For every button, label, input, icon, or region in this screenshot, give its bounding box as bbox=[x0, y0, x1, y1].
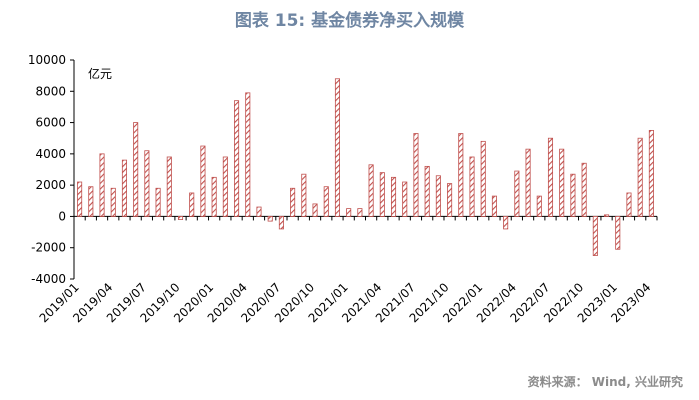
bar-2021-02 bbox=[357, 208, 363, 217]
bar-2022-08 bbox=[559, 148, 565, 217]
bar-2019-02 bbox=[88, 186, 94, 217]
y-axis: -4000 -2000 0 2000 4000 6000 8000 10000 bbox=[28, 53, 75, 286]
bar-2019-08 bbox=[155, 187, 161, 217]
bar-2020-04 bbox=[245, 92, 251, 217]
bar-2020-01 bbox=[211, 176, 217, 217]
bar-2019-05 bbox=[121, 159, 127, 217]
bar-2020-10 bbox=[312, 203, 318, 217]
bar-2019-07 bbox=[144, 150, 150, 217]
bar-2021-01 bbox=[346, 208, 352, 217]
unit-label: 亿元 bbox=[88, 66, 112, 81]
y-tick-label: 0 bbox=[58, 209, 66, 223]
y-tick-label: 10000 bbox=[28, 53, 66, 67]
bar-2019-06 bbox=[133, 122, 139, 217]
bar-2021-07 bbox=[413, 133, 419, 217]
bar-2023-01 bbox=[615, 216, 621, 250]
bar-2021-09 bbox=[435, 175, 441, 217]
bar-2019-04 bbox=[110, 187, 116, 217]
bar-2020-06 bbox=[267, 216, 273, 222]
bar-2023-04 bbox=[648, 129, 654, 217]
bar-2022-11 bbox=[592, 216, 598, 256]
bar-2021-05 bbox=[390, 176, 397, 217]
bar-2021-10 bbox=[447, 183, 453, 217]
bar-2022-02 bbox=[491, 195, 497, 217]
bar-2021-06 bbox=[402, 181, 408, 217]
chart-title: 图表 15: 基金债券净买入规模 bbox=[234, 11, 465, 31]
bar-2020-12 bbox=[334, 78, 341, 217]
bar-2019-10 bbox=[177, 216, 184, 220]
bar-2021-04 bbox=[379, 172, 385, 217]
bar-2021-08 bbox=[424, 165, 430, 217]
bar-2020-08 bbox=[290, 187, 296, 217]
bar-series bbox=[77, 78, 654, 256]
bar-2021-11 bbox=[458, 133, 464, 217]
y-tick-label: 6000 bbox=[35, 116, 66, 130]
y-tick-label: 8000 bbox=[35, 84, 66, 98]
x-axis: 2019/012019/042019/072019/102020/012020/… bbox=[37, 215, 658, 325]
bar-2022-10 bbox=[581, 162, 587, 217]
bar-2022-04 bbox=[514, 170, 520, 217]
bar-2019-09 bbox=[166, 156, 172, 217]
bar-2021-03 bbox=[368, 164, 374, 217]
bar-2019-03 bbox=[99, 153, 105, 217]
bar-2023-03 bbox=[637, 137, 643, 217]
bar-2022-06 bbox=[536, 195, 542, 217]
bar-2021-12 bbox=[469, 156, 475, 217]
bar-2020-05 bbox=[256, 206, 262, 217]
bar-2020-02 bbox=[222, 156, 228, 217]
bar-2020-03 bbox=[234, 100, 240, 217]
y-tick-label: 4000 bbox=[35, 147, 66, 161]
bar-2022-03 bbox=[503, 216, 509, 230]
y-tick-label: 2000 bbox=[35, 178, 66, 192]
source-note: 资料来源： Wind, 兴业研究 bbox=[527, 375, 683, 389]
bar-2022-12 bbox=[604, 214, 610, 217]
bar-2020-11 bbox=[323, 186, 329, 217]
y-tick-label: -4000 bbox=[31, 272, 66, 286]
bar-2022-01 bbox=[480, 140, 486, 217]
bar-2023-02 bbox=[626, 192, 632, 217]
y-tick-label: -2000 bbox=[31, 241, 66, 255]
bar-2020-09 bbox=[301, 173, 307, 217]
bar-2019-11 bbox=[189, 192, 195, 217]
bar-2019-12 bbox=[200, 145, 206, 217]
bar-2019-01 bbox=[77, 181, 83, 217]
bar-2022-09 bbox=[570, 173, 576, 217]
bar-2020-07 bbox=[278, 216, 284, 230]
bar-2022-07 bbox=[547, 137, 554, 217]
bar-2022-05 bbox=[525, 148, 531, 217]
